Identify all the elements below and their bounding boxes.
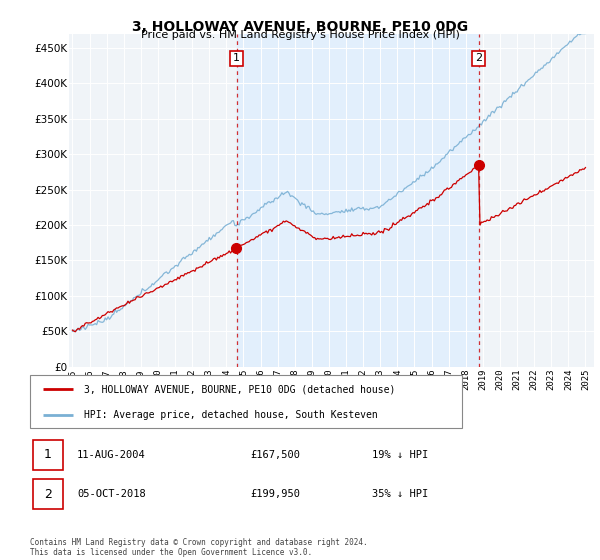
Text: 19% ↓ HPI: 19% ↓ HPI (372, 450, 428, 460)
Text: 3, HOLLOWAY AVENUE, BOURNE, PE10 0DG (detached house): 3, HOLLOWAY AVENUE, BOURNE, PE10 0DG (de… (84, 384, 395, 394)
Text: Contains HM Land Registry data © Crown copyright and database right 2024.
This d: Contains HM Land Registry data © Crown c… (30, 538, 368, 557)
Text: £199,950: £199,950 (251, 489, 301, 499)
Text: 11-AUG-2004: 11-AUG-2004 (77, 450, 146, 460)
Text: 2: 2 (44, 488, 52, 501)
Text: 1: 1 (44, 449, 52, 461)
Text: £167,500: £167,500 (251, 450, 301, 460)
Text: 1: 1 (233, 53, 240, 63)
Text: 35% ↓ HPI: 35% ↓ HPI (372, 489, 428, 499)
Text: 05-OCT-2018: 05-OCT-2018 (77, 489, 146, 499)
FancyBboxPatch shape (33, 440, 63, 470)
Text: 2: 2 (475, 53, 482, 63)
Bar (236, 34, 479, 367)
Text: Price paid vs. HM Land Registry's House Price Index (HPI): Price paid vs. HM Land Registry's House … (140, 30, 460, 40)
Text: HPI: Average price, detached house, South Kesteven: HPI: Average price, detached house, Sout… (84, 409, 378, 419)
FancyBboxPatch shape (33, 479, 63, 510)
Text: 3, HOLLOWAY AVENUE, BOURNE, PE10 0DG: 3, HOLLOWAY AVENUE, BOURNE, PE10 0DG (132, 20, 468, 34)
